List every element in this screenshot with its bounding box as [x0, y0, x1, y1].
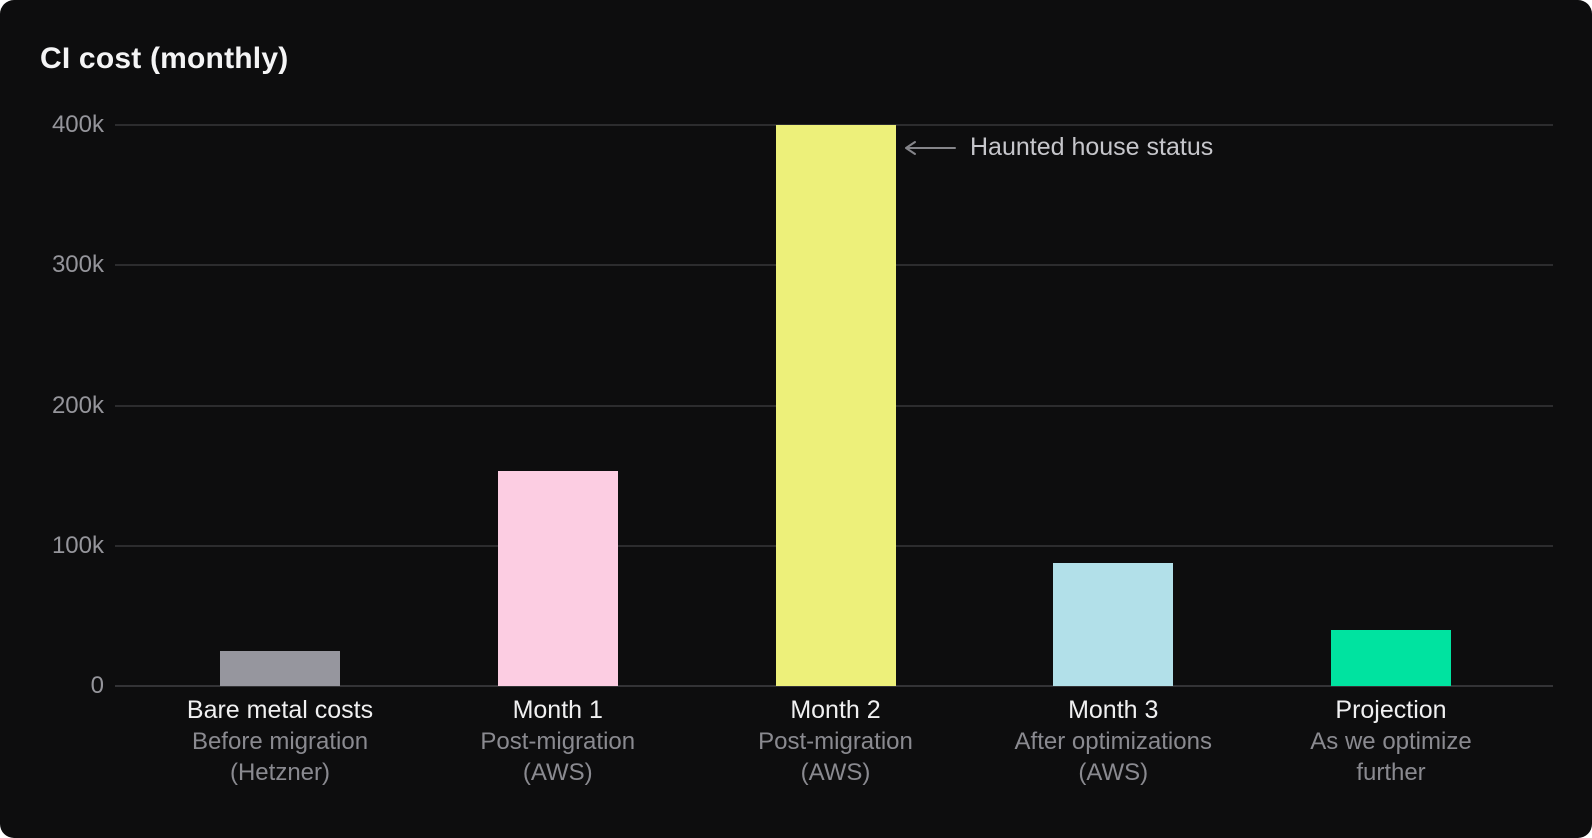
category-name: Projection: [1335, 696, 1447, 724]
bar-month-1: [497, 471, 618, 686]
y-tick-label-0: 0: [90, 672, 104, 699]
category-name: Month 2: [790, 696, 881, 724]
bar-projection: [1331, 629, 1451, 686]
category-subtitle: Post-migration: [758, 728, 913, 755]
category-subtitle: Post-migration: [480, 728, 636, 755]
bar-month-2: [775, 125, 896, 686]
y-tick-label-100k: 100k: [51, 531, 104, 559]
category-subtitle: (AWS): [800, 759, 871, 786]
annotation-haunted-house: Haunted house status: [901, 133, 1213, 162]
x-label-month-2: Month 2 Post-migration (AWS): [691, 695, 981, 788]
bar-month-3: [1053, 562, 1174, 686]
category-name: Month 3: [1068, 696, 1159, 724]
y-tick-label-400k: 400k: [51, 111, 104, 138]
chart-title: CI cost (monthly): [40, 42, 289, 75]
category-subtitle: (Hetzner): [229, 759, 331, 786]
left-arrow-icon: [905, 140, 956, 155]
category-subtitle: As we optimize: [1310, 728, 1472, 755]
y-tick-label-300k: 300k: [51, 251, 104, 279]
category-name: Month 1: [512, 696, 603, 724]
x-label-bare-metal-costs: Bare metal costs Before migration (Hetzner…: [135, 695, 425, 788]
category-subtitle: (AWS): [1078, 759, 1149, 786]
category-name: Bare metal costs: [186, 696, 374, 724]
annotation-label: Haunted house status: [970, 133, 1214, 161]
gridline-0: [115, 685, 1553, 687]
category-subtitle: (AWS): [522, 759, 593, 786]
bar-bare-metal-costs: [220, 650, 340, 686]
category-subtitle: After optimizations: [1014, 728, 1212, 755]
x-label-projection: Projection As we optimize further: [1246, 695, 1536, 788]
x-label-month-1: Month 1 Post-migration (AWS): [413, 695, 703, 788]
category-subtitle: further: [1356, 759, 1426, 786]
category-subtitle: Before migration: [191, 728, 369, 755]
y-tick-label-200k: 200k: [51, 391, 104, 419]
x-label-month-3: Month 3 After optimizations (AWS): [968, 695, 1258, 788]
